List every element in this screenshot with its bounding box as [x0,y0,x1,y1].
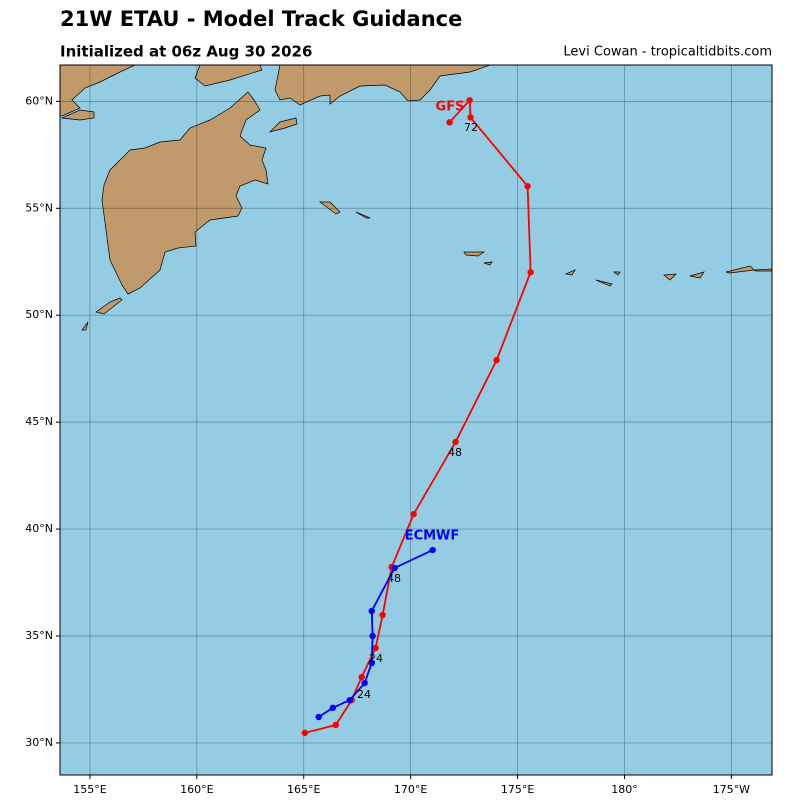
model-label: GFS [436,100,465,115]
track-point [524,183,531,190]
track-point [368,607,375,615]
track-point [410,510,417,518]
track-point [369,632,376,640]
track-point [452,438,459,446]
track-point [361,679,368,687]
x-tick-label: 160°E [180,783,213,796]
y-tick-label: 40°N [25,522,53,535]
y-tick-label: 30°N [25,736,53,749]
land [60,65,772,331]
x-tick-label: 155°E [73,783,106,796]
y-tick-label: 35°N [25,629,53,642]
track-point [391,564,398,572]
map-frame [59,64,773,776]
subtitle: Initialized at 06z Aug 30 2026 [60,43,312,61]
track-point [467,114,474,121]
track-point [301,729,309,737]
hour-label: 48 [448,446,462,459]
x-tick-label: 175°W [713,783,750,796]
credit: Levi Cowan - tropicaltidbits.com [563,45,772,60]
x-tick-label: 180° [611,783,638,796]
track-point [346,696,353,704]
model-label: ECMWF [405,529,460,544]
title: 21W ETAU - Model Track Guidance [60,7,462,31]
track-point [466,97,473,104]
track-point [329,704,337,712]
track-point [332,721,340,729]
track-point [315,713,322,721]
track-point [372,644,379,652]
track-point [379,611,386,619]
x-tick-label: 165°E [287,783,320,796]
y-tick-label: 60°N [25,94,53,107]
hour-label: 24 [357,688,371,701]
track-point [358,673,365,681]
y-tick-label: 45°N [25,415,53,428]
track-point [368,659,375,667]
hour-label: 72 [464,121,478,134]
hour-label: 48 [387,572,401,585]
track-point [493,356,500,364]
track-point [446,119,453,126]
track-point [527,269,534,276]
track-point [429,546,436,554]
y-tick-label: 55°N [25,201,53,214]
x-tick-label: 170°E [394,783,427,796]
hour-label: 24 [369,652,383,665]
x-tick-label: 175°E [501,783,534,796]
y-tick-label: 50°N [25,308,53,321]
